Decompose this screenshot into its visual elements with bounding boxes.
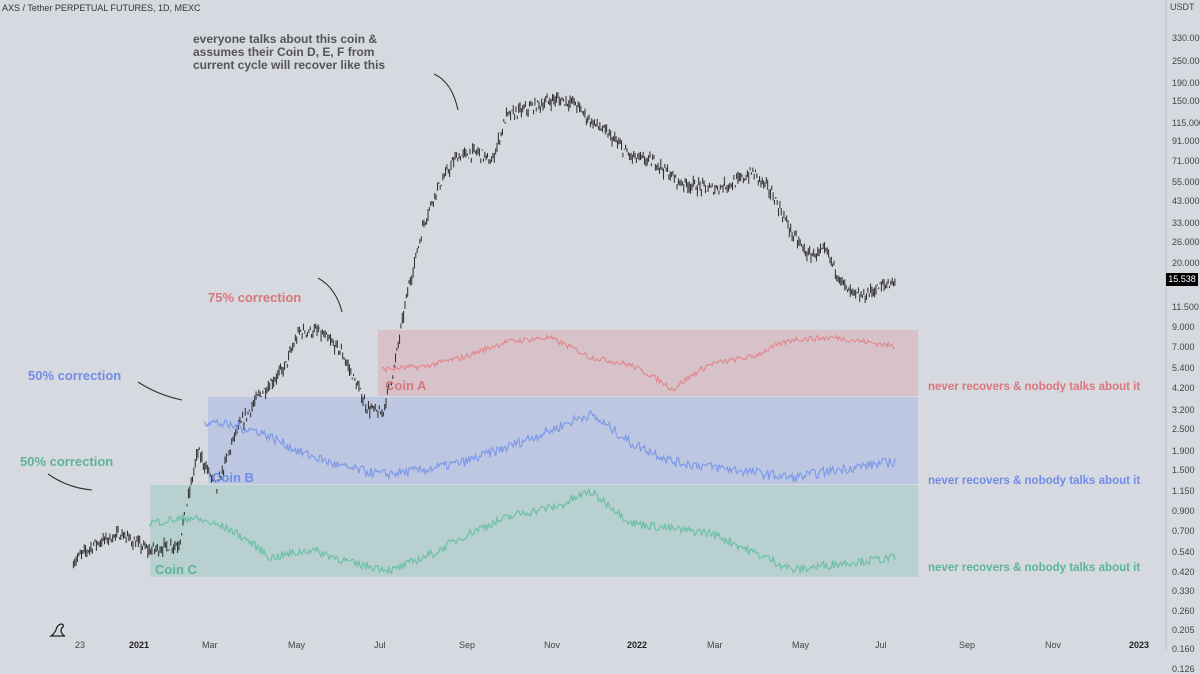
x-tick-label: Nov [544,640,561,650]
y-tick-label: 0.330 [1172,586,1195,597]
x-tick-label: Sep [459,640,476,650]
y-tick-label: 0.700 [1172,526,1195,537]
y-tick-label: 7.000 [1172,341,1195,352]
coin-c-label: Coin C [155,562,197,577]
y-tick-label: 0.205 [1172,624,1195,635]
x-tick-label: Nov [1045,640,1062,650]
y-tick-label: 4.200 [1172,382,1195,393]
y-tick-label: 9.000 [1172,321,1195,332]
coin-c-region [150,485,918,577]
y-tick-label: 11.500 [1172,302,1199,313]
x-tick-label: Mar [202,640,218,650]
coin-c-line [148,487,896,575]
chart-canvas [47,0,1167,650]
y-tick-label: 33.000 [1172,217,1200,228]
y-tick-label: 250.000 [1172,55,1200,66]
coin-a-region [378,330,918,396]
y-tick-label: 20.000 [1172,257,1200,268]
y-tick-label: 5.400 [1172,362,1195,373]
x-tick-label: Jul [374,640,386,650]
y-tick-label: 2.500 [1172,424,1195,435]
correction-75-label: 75% correction [208,290,302,305]
y-tick-label: 330.000 [1172,33,1200,44]
x-tick-label: Sep [959,640,976,650]
x-tick-label: 2023 [1129,640,1150,650]
y-tick-label: 1.900 [1172,446,1195,457]
y-tick-label: 0.126 [1172,663,1195,674]
price-unit-label: USDT [1170,2,1195,12]
chart-title: AXS / Tether PERPETUAL FUTURES, 1D, MEXC [2,3,201,13]
arrow-50-c [47,473,93,491]
correction-50-b-label: 50% correction [28,368,122,383]
arrow-75 [317,277,343,313]
y-tick-label: 43.000 [1172,196,1200,207]
last-price-badge: 15.538 [1166,273,1198,286]
never-recovers-b-label: never recovers & nobody talks about it [928,475,1141,487]
x-tick-label: 2021 [129,640,150,650]
y-tick-label: 26.000 [1172,236,1200,247]
correction-50-c-label: 50% correction [20,454,114,469]
y-tick-label: 1.150 [1172,486,1195,497]
y-tick-label: 190.000 [1172,77,1200,88]
y-tick-label: 0.420 [1172,567,1195,578]
y-tick-label: 0.900 [1172,506,1195,517]
arrow-50-b [137,381,183,401]
never-recovers-a-label: never recovers & nobody talks about it [928,381,1141,393]
y-tick-label: 71.000 [1172,156,1200,167]
y-tick-label: 115.000 [1172,117,1200,128]
y-tick-label: 1.500 [1172,465,1195,476]
coin-b-label: Coin B [212,470,254,485]
x-tick-label: 23 [75,640,86,650]
coin-b-line [204,409,896,483]
x-tick-label: Jul [875,640,887,650]
y-tick-label: 91.000 [1172,136,1200,147]
never-recovers-c-label: never recovers & nobody talks about it [928,562,1141,574]
y-tick-label: 55.000 [1172,176,1200,187]
x-tick-label: Mar [707,640,723,650]
y-tick-label: 0.540 [1172,547,1195,557]
x-tick-label: May [288,640,306,650]
coin-b-region [208,397,918,484]
headline-annotation: everyone talks about this coin & assumes… [193,32,386,72]
y-tick-label: 0.160 [1172,644,1195,655]
x-tick-label: 2022 [627,640,648,650]
arrow-to-peak [433,73,459,111]
y-tick-label: 0.260 [1172,605,1195,616]
x-tick-label: May [792,640,810,650]
coin-a-label: Coin A [385,378,427,393]
y-tick-label: 150.000 [1172,96,1200,107]
y-tick-label: 3.200 [1172,404,1195,415]
dinosaur-logo-icon[interactable] [48,620,68,640]
axs-candles [72,92,896,569]
coin-a-line [381,334,896,392]
